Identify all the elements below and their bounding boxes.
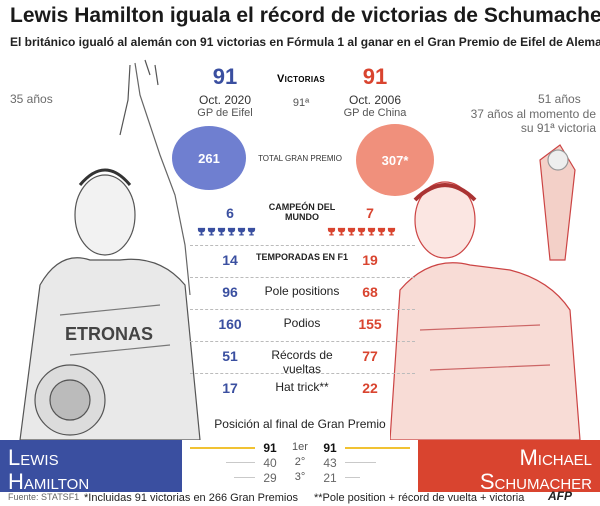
hamilton-total-gp: 261 (198, 150, 220, 166)
finish-place: 3° (294, 471, 306, 483)
finish-schumacher-bar (345, 477, 360, 478)
stat-schumacher-value: 68 (362, 284, 378, 300)
hamilton-win-race: GP de Eifel (197, 107, 253, 119)
hamilton-last-name: Hamilton (8, 469, 90, 494)
stat-hamilton-value: 51 (222, 348, 238, 364)
stat-label: Hat trick** (275, 380, 329, 394)
total-gp-label: TOTAL GRAN PREMIO (258, 154, 342, 163)
trophy-icon (337, 227, 346, 236)
hamilton-age: 35 años (10, 92, 53, 106)
page-subtitle: El británico igualó al alemán con 91 vic… (10, 35, 600, 49)
finish-schumacher-count: 43 (323, 456, 337, 470)
finish-hamilton-bar (226, 462, 255, 463)
schumacher-trophies (327, 227, 396, 236)
trophy-icon (357, 227, 366, 236)
trophy-icon (207, 227, 216, 236)
stat-label: Pole positions (264, 284, 340, 298)
hamilton-wins: 91 (212, 64, 238, 89)
hamilton-trophies (197, 227, 256, 236)
finish-hamilton-bar (234, 477, 255, 478)
trophy-icon (227, 227, 236, 236)
schumacher-total-gp: 307* (381, 152, 409, 168)
finish-hamilton-count: 91 (263, 441, 277, 455)
stat-label: temporadas en F1 (255, 252, 348, 262)
finish-hamilton-bar (190, 447, 255, 449)
hamilton-name-box: Lewis Hamilton (0, 440, 182, 494)
footnote-1: *Incluidas 91 victorias en 266 Gran Prem… (84, 492, 298, 504)
source-note: Fuente: STATSF1 (8, 492, 80, 502)
trophy-icon (387, 227, 396, 236)
stat-schumacher-value: 7 (366, 205, 374, 221)
stat-hamilton-value: 96 (222, 284, 238, 300)
schumacher-age: 51 años (538, 92, 581, 106)
trophy-icon (347, 227, 356, 236)
row-divider (190, 309, 415, 310)
row-divider (190, 277, 415, 278)
stat-hamilton-value: 14 (222, 252, 238, 268)
hamilton-sketch: ETRONAS (19, 59, 201, 440)
trophy-icon (197, 227, 206, 236)
victorias-ordinal: 91ª (292, 97, 310, 109)
hamilton-win-date: Oct. 2020 (198, 93, 252, 107)
trophy-icon (237, 227, 246, 236)
stat-schumacher-value: 155 (358, 316, 382, 332)
stat-hamilton-value: 17 (222, 380, 238, 396)
stat-schumacher-value: 19 (362, 252, 378, 268)
finish-schumacher-count: 91 (323, 441, 337, 455)
trophy-icon (217, 227, 226, 236)
trophy-icon (377, 227, 386, 236)
trophy-icon (247, 227, 256, 236)
stat-schumacher-value: 22 (362, 380, 378, 396)
finish-hamilton-count: 40 (263, 456, 277, 470)
stat-label: Campeón del mundo (268, 202, 336, 222)
schumacher-last-name: Schumacher (479, 469, 592, 494)
schumacher-first-name: Michael (519, 445, 592, 470)
finish-schumacher-bar (345, 447, 410, 449)
stat-schumacher-value: 77 (362, 348, 378, 364)
schumacher-win-date: Oct. 2006 (348, 93, 402, 107)
finish-positions-title: Posición al final de Gran Premio (214, 417, 386, 431)
finish-schumacher-bar (345, 462, 376, 463)
victorias-label: Victorias (276, 73, 326, 85)
svg-text:ETRONAS: ETRONAS (65, 324, 153, 344)
afp-logo: AFP (548, 489, 572, 503)
finish-hamilton-count: 29 (263, 471, 277, 485)
row-divider (190, 373, 415, 374)
footnote-2: **Pole position + récord de vuelta + vic… (314, 492, 525, 504)
trophy-icon (327, 227, 336, 236)
schumacher-wins: 91 (362, 64, 388, 89)
finish-place: 1er (292, 441, 308, 453)
schumacher-name-box: Michael Schumacher (418, 440, 600, 494)
schumacher-sketch (390, 144, 581, 440)
row-divider (190, 341, 415, 342)
finish-place: 2° (294, 456, 306, 468)
schumacher-age-note: 37 años al momento de su 91ª victoria (470, 107, 596, 135)
hamilton-total-gp-circle: 261 (172, 126, 246, 190)
row-divider (190, 245, 415, 246)
stat-hamilton-value: 160 (218, 316, 242, 332)
page-title: Lewis Hamilton iguala el récord de victo… (10, 4, 600, 27)
finish-schumacher-count: 21 (323, 471, 337, 485)
trophy-icon (367, 227, 376, 236)
schumacher-total-gp-circle: 307* (356, 124, 434, 196)
stat-label: Podios (283, 316, 321, 330)
stat-hamilton-value: 6 (226, 205, 234, 221)
stat-label: Récords de vueltas (271, 348, 333, 376)
schumacher-win-race: GP de China (343, 107, 407, 119)
hamilton-first-name: Lewis (8, 445, 59, 470)
